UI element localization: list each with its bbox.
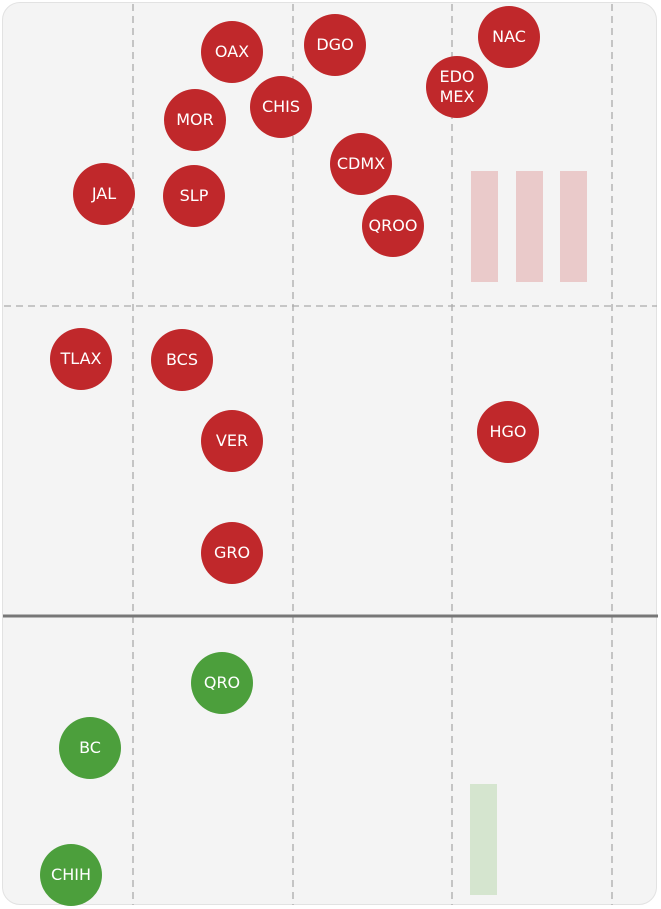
bar-decoration	[516, 171, 543, 282]
state-node: OAX	[201, 21, 263, 83]
state-node: SLP	[163, 165, 225, 227]
state-node: QRO	[191, 652, 253, 714]
state-node: CHIS	[250, 76, 312, 138]
state-node: DGO	[304, 14, 366, 76]
state-node: JAL	[73, 163, 135, 225]
bar-decoration	[470, 784, 497, 895]
state-node: HGO	[477, 401, 539, 463]
state-node: CHIH	[40, 844, 102, 906]
state-node: BC	[59, 717, 121, 779]
state-node: TLAX	[50, 328, 112, 390]
state-node: BCS	[151, 329, 213, 391]
bar-decoration	[471, 171, 498, 282]
state-node: EDO MEX	[426, 56, 488, 118]
state-node: VER	[201, 410, 263, 472]
bar-decoration	[560, 171, 587, 282]
state-node: CDMX	[330, 133, 392, 195]
state-node: MOR	[164, 89, 226, 151]
state-node: QROO	[362, 195, 424, 257]
state-node: NAC	[478, 6, 540, 68]
state-node: GRO	[201, 522, 263, 584]
